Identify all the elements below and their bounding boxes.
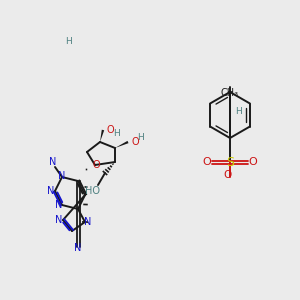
Text: O: O bbox=[92, 160, 100, 170]
Text: N: N bbox=[55, 200, 63, 210]
Polygon shape bbox=[100, 130, 104, 142]
Polygon shape bbox=[115, 141, 128, 148]
Text: O: O bbox=[223, 170, 231, 180]
Text: N: N bbox=[49, 157, 57, 167]
Text: N: N bbox=[47, 186, 55, 196]
Text: O: O bbox=[249, 157, 257, 167]
Text: N: N bbox=[84, 217, 92, 227]
Text: H: H bbox=[112, 130, 119, 139]
Text: O: O bbox=[131, 137, 139, 147]
Text: S: S bbox=[226, 155, 234, 169]
Text: H: H bbox=[64, 38, 71, 46]
Text: CH₃: CH₃ bbox=[221, 88, 239, 98]
Text: N: N bbox=[55, 215, 63, 225]
Text: H: H bbox=[236, 107, 242, 116]
Text: N: N bbox=[74, 243, 82, 253]
Text: HO: HO bbox=[85, 186, 100, 196]
Text: H: H bbox=[138, 134, 144, 142]
Text: O: O bbox=[106, 125, 114, 135]
Text: N: N bbox=[58, 171, 66, 181]
Text: O: O bbox=[202, 157, 211, 167]
